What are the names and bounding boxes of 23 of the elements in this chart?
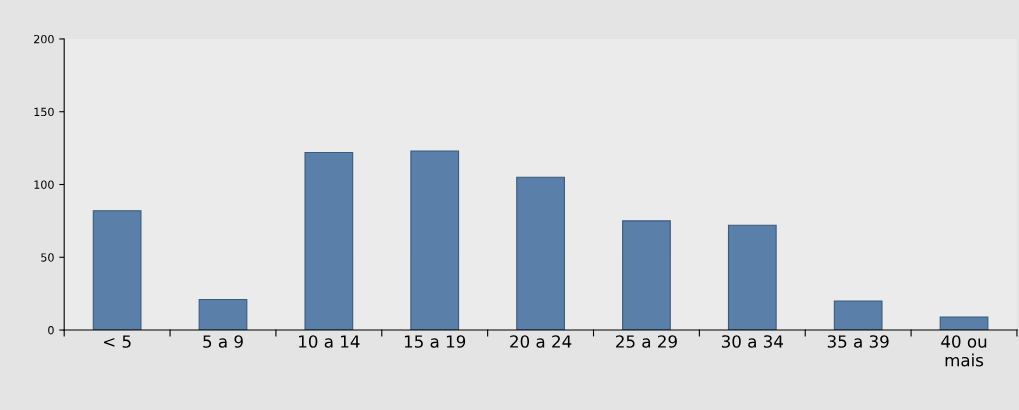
bar bbox=[516, 176, 565, 331]
x-tick-label: 20 a 24 bbox=[510, 335, 572, 348]
x-tick-label: 40 ou mais bbox=[941, 335, 987, 367]
bar bbox=[833, 300, 883, 331]
x-tick-label: 10 a 14 bbox=[299, 335, 360, 348]
x-tick-label: 5 a 9 bbox=[203, 335, 243, 348]
bar bbox=[92, 210, 142, 331]
x-tick-label: 35 a 39 bbox=[827, 335, 889, 348]
y-tick-label: 100 bbox=[34, 180, 54, 189]
bar bbox=[727, 224, 777, 331]
x-tick-label: 15 a 19 bbox=[404, 335, 466, 348]
bar bbox=[304, 151, 354, 331]
x-tick-label: 25 a 29 bbox=[616, 335, 677, 348]
bar bbox=[622, 220, 671, 331]
y-tick-label: 150 bbox=[34, 107, 54, 117]
bar bbox=[410, 150, 460, 331]
x-tick-label: 30 a 34 bbox=[721, 335, 783, 348]
x-tick-label: < 5 bbox=[103, 335, 131, 348]
y-tick-label: 50 bbox=[41, 253, 54, 262]
bar bbox=[198, 298, 248, 331]
y-tick-label: 0 bbox=[48, 326, 54, 335]
bar bbox=[939, 316, 989, 331]
y-tick-label: 200 bbox=[34, 34, 54, 44]
